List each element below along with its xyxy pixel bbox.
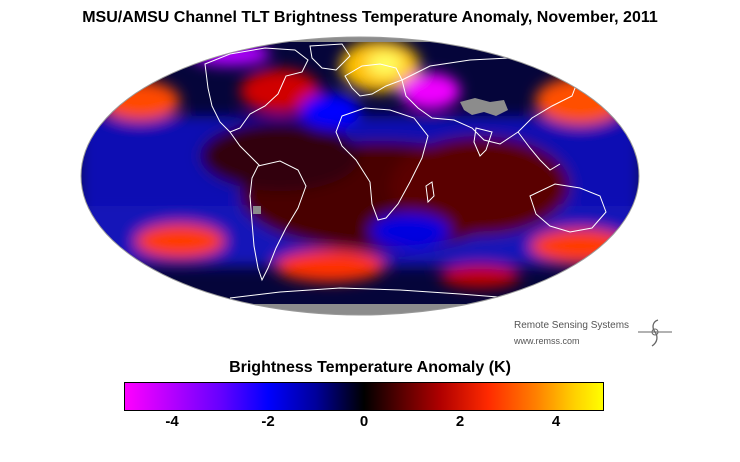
coast-india — [473, 127, 493, 157]
rss-logo-icon — [638, 319, 672, 347]
no-data-region-tibet — [460, 98, 508, 116]
coast-africa — [335, 107, 429, 221]
coast-new-zealand — [615, 231, 623, 251]
no-data-region-north — [81, 37, 639, 42]
globe-surface — [81, 37, 639, 315]
coastlines — [204, 43, 623, 299]
colorbar-tick-label: 2 — [455, 413, 465, 430]
colorbar-title: Brightness Temperature Anomaly (K) — [229, 359, 511, 376]
coast-asia — [401, 57, 579, 145]
colorbar-tick-label: 4 — [551, 413, 561, 430]
coast-greenland — [309, 43, 351, 71]
coast-madagascar — [425, 181, 435, 204]
coast-southeast-asia — [517, 131, 561, 171]
anomaly-field — [81, 40, 639, 288]
no-data-region-south — [81, 304, 639, 315]
colorbar-tick-label: 0 — [359, 413, 369, 430]
credit-url[interactable]: www.remss.com — [514, 336, 580, 346]
globe-outline — [80, 36, 640, 316]
credit-block: Remote Sensing Systems www.remss.com — [512, 318, 672, 354]
coast-europe — [344, 63, 403, 97]
no-data-region-andes — [253, 206, 261, 214]
coast-antarctica — [229, 287, 511, 299]
map-title: MSU/AMSU Channel TLT Brightness Temperat… — [82, 9, 658, 26]
coast-south-america — [249, 160, 307, 282]
coast-north-america — [204, 47, 309, 133]
anomaly-map — [80, 36, 640, 316]
colorbar-tick-label: -2 — [261, 413, 275, 430]
coast-australia — [529, 183, 607, 233]
colorbar-tick-label: -4 — [165, 413, 179, 430]
colorbar — [124, 382, 604, 411]
coast-central-america — [229, 131, 261, 167]
credit-organization: Remote Sensing Systems — [514, 320, 630, 331]
